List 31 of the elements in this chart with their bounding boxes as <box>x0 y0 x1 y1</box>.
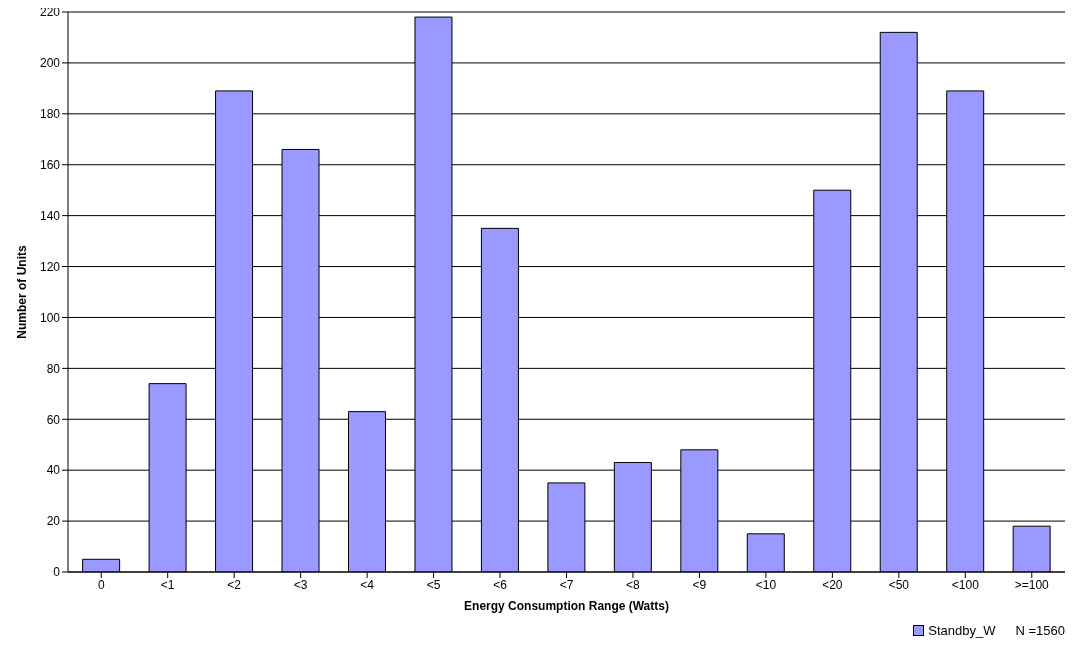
y-tick-label: 200 <box>39 56 61 71</box>
x-tick-label: <50 <box>888 577 910 592</box>
y-tick-label: 40 <box>46 463 61 478</box>
y-tick-label: 120 <box>39 259 61 274</box>
y-tick-label: 0 <box>53 565 61 580</box>
x-tick-label: <7 <box>559 577 574 592</box>
x-tick-label: >=100 <box>1014 577 1050 592</box>
y-tick-label: 60 <box>46 412 61 427</box>
legend-label: Standby_W <box>928 623 996 638</box>
x-axis-title: Energy Consumption Range (Watts) <box>464 599 669 613</box>
y-tick-label: 140 <box>39 208 61 223</box>
x-tick-label: 0 <box>97 577 105 592</box>
x-tick-label: <2 <box>227 577 242 592</box>
text: N =1560 <box>1015 623 1065 638</box>
y-axis-title: Number of Units <box>15 245 30 339</box>
y-tick-label: 220 <box>39 5 61 20</box>
x-tick-label: <20 <box>822 577 843 592</box>
x-tick-label: <9 <box>692 577 707 592</box>
x-tick-label: <10 <box>755 577 777 592</box>
x-tick-label: <4 <box>360 577 375 592</box>
y-tick-label: 160 <box>39 157 61 172</box>
y-tick-label: 80 <box>46 361 61 376</box>
x-tick-label: <8 <box>626 577 641 592</box>
x-tick-label: <6 <box>493 577 508 592</box>
y-tick-label: 180 <box>39 107 61 122</box>
x-tick-label: <3 <box>293 577 308 592</box>
x-tick-label: <1 <box>160 577 175 592</box>
y-tick-label: 100 <box>39 310 61 325</box>
x-tick-label: <5 <box>426 577 441 592</box>
y-tick-label: 20 <box>46 514 61 529</box>
x-tick-label: <100 <box>951 577 980 592</box>
